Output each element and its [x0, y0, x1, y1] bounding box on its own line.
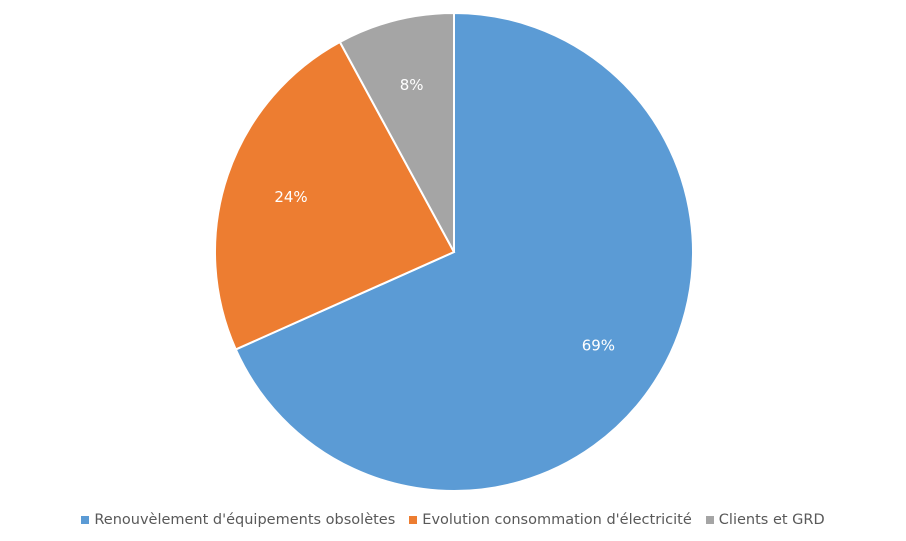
legend-swatch-1	[81, 516, 90, 524]
slice-data-label-2: 24%	[274, 188, 307, 206]
pie-slice-3	[338, 11, 455, 253]
legend-swatch-2	[409, 516, 418, 524]
legend-item-2: Evolution consommation d'électricité	[409, 512, 692, 528]
legend-label-3: Clients et GRD	[718, 512, 825, 528]
pie-slice-1	[234, 11, 694, 492]
legend-swatch-3	[705, 516, 714, 524]
legend: Renouvèlement d'équipements obsolètes Evo…	[0, 512, 906, 528]
slice-data-label-1: 69%	[582, 337, 615, 355]
pie-slice-2	[213, 40, 456, 351]
legend-label-2: Evolution consommation d'électricité	[422, 512, 692, 528]
legend-label-1: Renouvèlement d'équipements obsolètes	[94, 512, 396, 528]
legend-item-1: Renouvèlement d'équipements obsolètes	[81, 512, 395, 528]
legend-item-3: Clients et GRD	[705, 512, 825, 528]
slice-data-label-3: 8%	[400, 76, 424, 94]
